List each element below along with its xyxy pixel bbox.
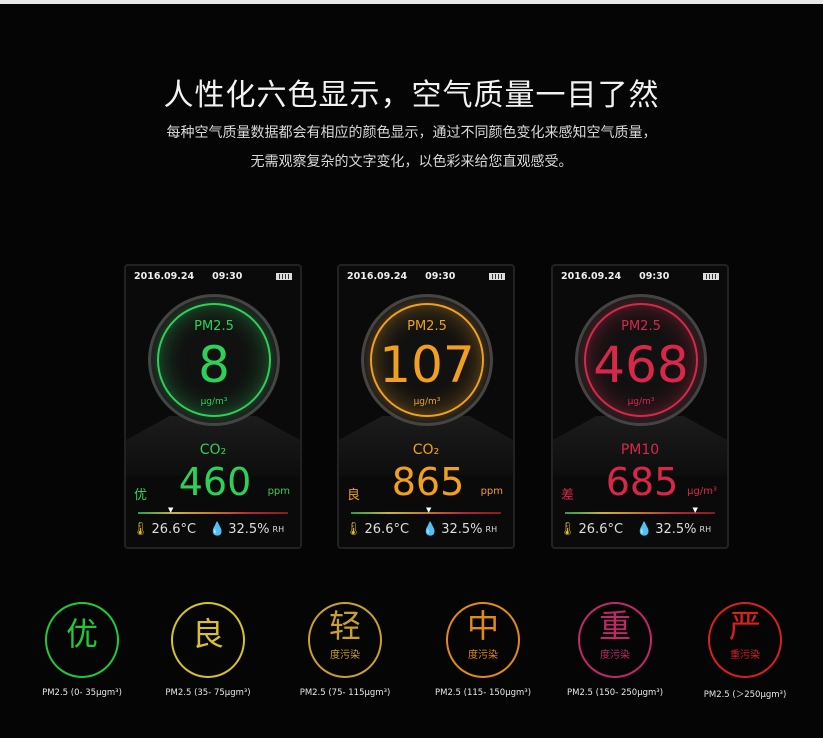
pm-gauge: PM2.5 107 μg/m³ <box>361 294 493 426</box>
device-screen: 2016.09.24 09:30 PM2.5 8 μg/m³ CO₂ 优 460 … <box>124 264 302 549</box>
level-indicator-icon: ▼ <box>168 506 174 514</box>
secondary-label: CO₂ <box>199 442 227 458</box>
level-subtext: 度污染 <box>330 650 360 661</box>
level-subtext: 度污染 <box>468 650 498 661</box>
date: 2016.09.24 <box>134 271 195 282</box>
level-char: 良 <box>191 615 224 653</box>
pm-value: 8 <box>198 336 230 394</box>
secondary-label: CO₂ <box>412 442 440 458</box>
level-range: PM2.5 (75- 115μgm³) <box>299 688 391 698</box>
pm-label: PM2.5 <box>621 319 661 334</box>
humidity-unit: RH <box>699 525 712 534</box>
time: 09:30 <box>425 271 456 282</box>
humidity-unit: RH <box>272 525 285 534</box>
level-badge: 轻度污染 <box>308 602 382 678</box>
level-indicator-icon: ▼ <box>692 506 698 514</box>
battery-icon <box>703 273 719 280</box>
level-text: 优 <box>134 488 148 503</box>
humidity-drop-icon: 💧 <box>636 522 653 537</box>
level-range: PM2.5 (35- 75μgm³) <box>165 688 251 698</box>
humidity: 32.5% <box>655 522 697 537</box>
pm-label: PM2.5 <box>407 319 447 334</box>
level-bar <box>565 512 715 514</box>
secondary-unit: ppm <box>267 486 290 497</box>
pm-gauge: PM2.5 468 μg/m³ <box>575 294 707 426</box>
level-char: 严 <box>728 607 761 645</box>
level-char: 中 <box>466 607 499 645</box>
level-badge: 中度污染 <box>446 602 520 678</box>
level-indicator-icon: ▼ <box>426 506 432 514</box>
humidity-unit: RH <box>485 525 498 534</box>
level-char: 优 <box>65 615 98 653</box>
battery-icon <box>276 273 292 280</box>
humidity-drop-icon: 💧 <box>209 522 226 537</box>
level-bar <box>351 512 501 514</box>
level-range: PM2.5 (0- 35μgm³) <box>42 688 122 698</box>
level-bar <box>138 512 288 514</box>
humidity: 32.5% <box>228 522 270 537</box>
device-screen: 2016.09.24 09:30 PM2.5 107 μg/m³ CO₂ 良 86… <box>337 264 515 549</box>
pm-value: 107 <box>379 336 475 394</box>
time: 09:30 <box>212 271 243 282</box>
level-badge: 重度污染 <box>578 602 652 678</box>
description-line-1: 每种空气质量数据都会有相应的颜色显示，通过不同颜色变化来感知空气质量， <box>166 125 657 141</box>
level-text: 差 <box>561 488 575 503</box>
device-screen: 2016.09.24 09:30 PM2.5 468 μg/m³ PM10 差 6… <box>551 264 729 549</box>
pm-unit: μg/m³ <box>413 397 441 407</box>
pm-unit: μg/m³ <box>200 397 228 407</box>
level-badge: 优 <box>45 602 119 678</box>
date: 2016.09.24 <box>347 271 408 282</box>
level-range: PM2.5 (115- 150μgm³) <box>434 688 532 698</box>
floor-panel <box>553 416 727 476</box>
pm-gauge: PM2.5 8 μg/m³ <box>148 294 280 426</box>
date: 2016.09.24 <box>561 271 622 282</box>
thermometer-icon: 🌡 <box>559 522 576 537</box>
battery-icon <box>489 273 505 280</box>
level-char: 轻 <box>328 607 361 645</box>
temperature: 26.6°C <box>578 522 624 537</box>
level-range: PM2.5 (＞250μgm³) <box>703 690 787 700</box>
floor-panel <box>339 416 513 476</box>
secondary-unit: ppm <box>480 486 503 497</box>
description-line-2: 无需观察复杂的文字变化，以色彩来给您直观感受。 <box>250 154 573 170</box>
humidity: 32.5% <box>441 522 483 537</box>
page-title: 人性化六色显示，空气质量一目了然 <box>163 78 660 113</box>
secondary-unit: μg/m³ <box>687 486 717 497</box>
top-border <box>0 0 823 4</box>
pm-label: PM2.5 <box>194 319 234 334</box>
pm-value: 468 <box>593 336 689 394</box>
level-subtext: 度污染 <box>600 650 630 661</box>
pm-unit: μg/m³ <box>627 397 655 407</box>
humidity-drop-icon: 💧 <box>422 522 439 537</box>
level-badge: 良 <box>171 602 245 678</box>
temperature: 26.6°C <box>151 522 197 537</box>
secondary-value: 865 <box>391 460 465 504</box>
secondary-label: PM10 <box>620 442 660 458</box>
level-badge: 严重污染 <box>708 602 782 678</box>
time: 09:30 <box>639 271 670 282</box>
level-range: PM2.5 (150- 250μgm³) <box>566 688 664 698</box>
thermometer-icon: 🌡 <box>345 522 362 537</box>
floor-panel <box>126 416 300 476</box>
level-text: 良 <box>347 488 361 503</box>
thermometer-icon: 🌡 <box>132 522 149 537</box>
secondary-value: 460 <box>178 460 252 504</box>
level-char: 重 <box>598 607 631 645</box>
temperature: 26.6°C <box>364 522 410 537</box>
level-subtext: 重污染 <box>730 650 760 661</box>
secondary-value: 685 <box>605 460 679 504</box>
